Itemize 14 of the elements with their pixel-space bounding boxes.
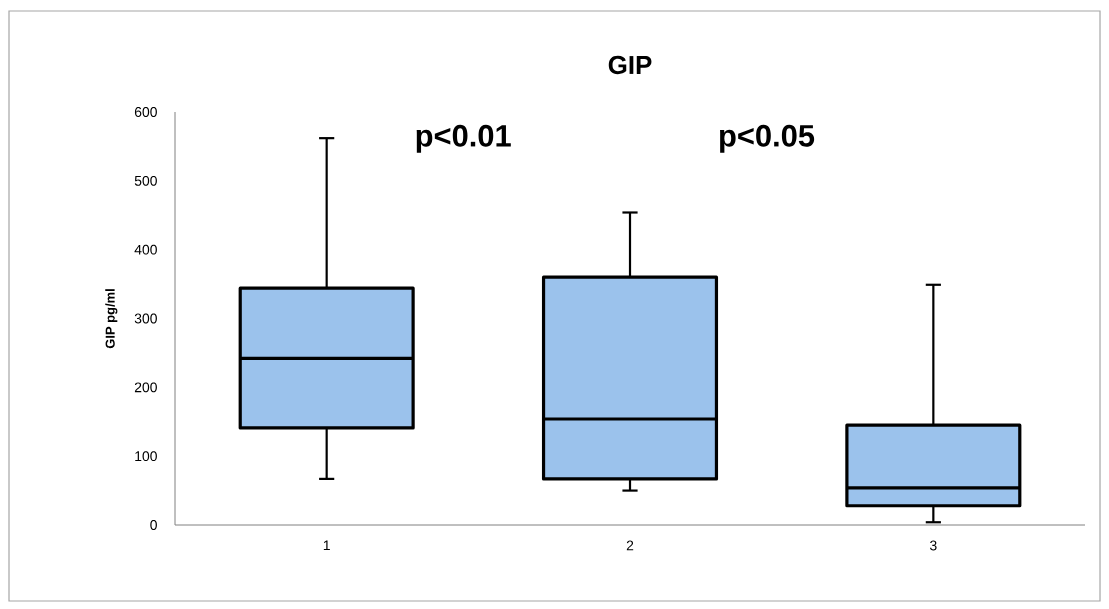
x-tick-label: 3 (930, 540, 937, 551)
y-tick-label: 0 (150, 520, 157, 530)
annotation: p<0.05 (720, 124, 815, 153)
y-tick-label: 600 (134, 107, 157, 117)
chart-title: GIP (608, 55, 652, 75)
y-tick-label: 400 (134, 244, 157, 255)
y-tick-label: 300 (134, 313, 157, 324)
y-tick-label: 100 (135, 451, 157, 462)
y-tick-label: 200 (134, 382, 157, 393)
annotation: p<0.01 (416, 124, 511, 153)
x-tick-label: 2 (626, 540, 634, 551)
y-tick-label: 500 (134, 175, 157, 186)
y-axis-title: GIP pg/ml (105, 289, 118, 349)
x-tick-label: 1 (323, 540, 330, 551)
